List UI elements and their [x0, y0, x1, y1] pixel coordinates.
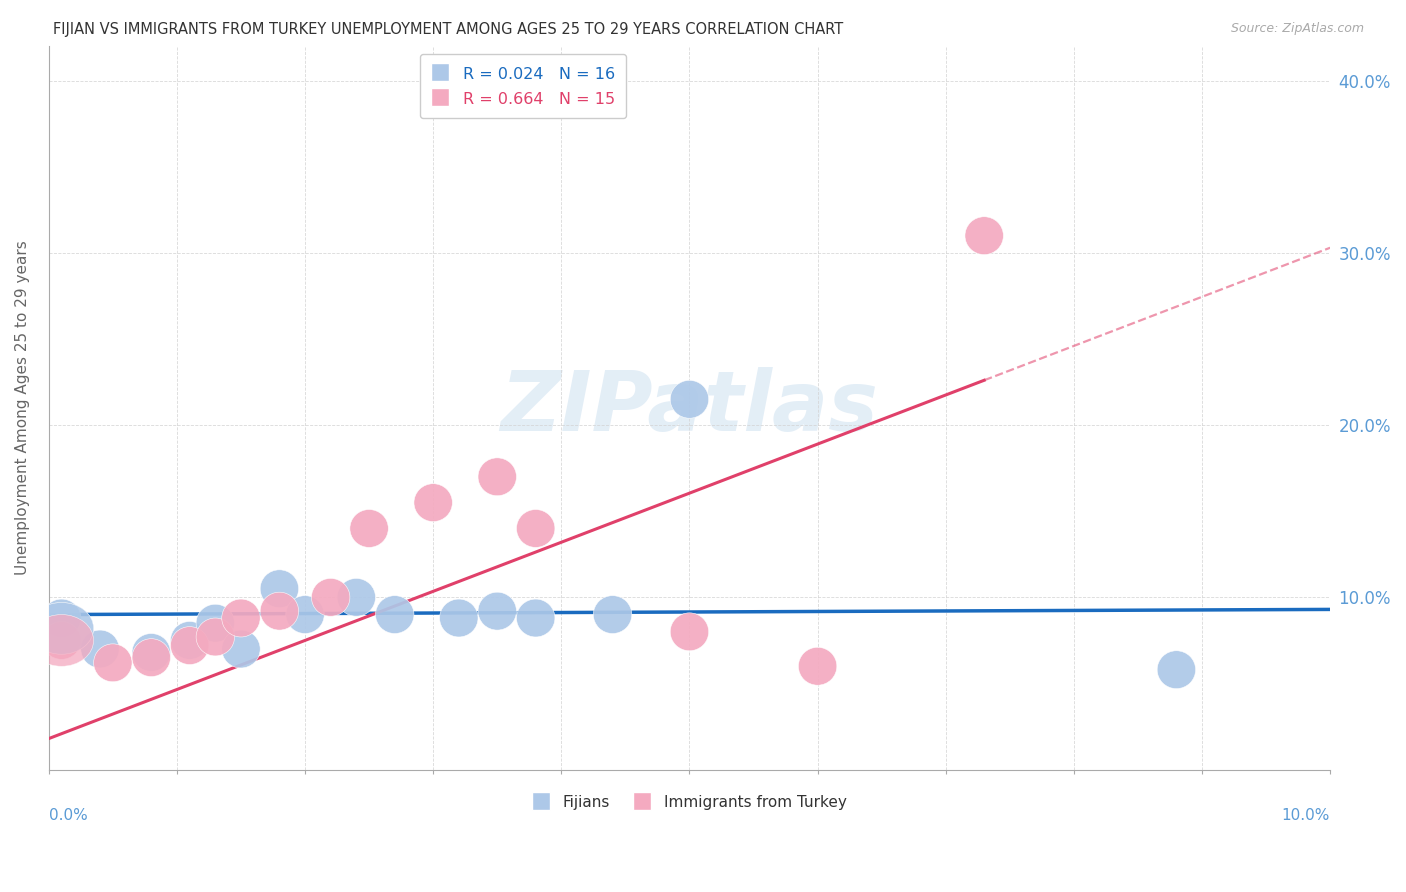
Ellipse shape	[42, 599, 80, 637]
Ellipse shape	[80, 630, 120, 668]
Text: FIJIAN VS IMMIGRANTS FROM TURKEY UNEMPLOYMENT AMONG AGES 25 TO 29 YEARS CORRELAT: FIJIAN VS IMMIGRANTS FROM TURKEY UNEMPLO…	[53, 22, 844, 37]
Legend: Fijians, Immigrants from Turkey: Fijians, Immigrants from Turkey	[526, 788, 852, 816]
Ellipse shape	[440, 599, 478, 637]
Ellipse shape	[285, 596, 325, 633]
Ellipse shape	[337, 578, 375, 616]
Ellipse shape	[42, 622, 80, 659]
Ellipse shape	[671, 380, 709, 418]
Ellipse shape	[260, 592, 298, 630]
Ellipse shape	[799, 648, 837, 685]
Ellipse shape	[222, 599, 260, 637]
Ellipse shape	[132, 639, 170, 677]
Ellipse shape	[593, 596, 631, 633]
Ellipse shape	[30, 602, 94, 654]
Ellipse shape	[170, 627, 209, 665]
Text: 10.0%: 10.0%	[1282, 808, 1330, 823]
Ellipse shape	[222, 630, 260, 668]
Ellipse shape	[195, 618, 235, 656]
Ellipse shape	[94, 644, 132, 681]
Ellipse shape	[30, 615, 94, 666]
Text: Source: ZipAtlas.com: Source: ZipAtlas.com	[1230, 22, 1364, 36]
Ellipse shape	[30, 602, 94, 654]
Ellipse shape	[170, 622, 209, 659]
Ellipse shape	[671, 613, 709, 651]
Ellipse shape	[1157, 651, 1195, 689]
Ellipse shape	[375, 596, 413, 633]
Ellipse shape	[195, 604, 235, 642]
Ellipse shape	[350, 509, 388, 548]
Ellipse shape	[965, 217, 1004, 254]
Ellipse shape	[260, 570, 298, 607]
Ellipse shape	[516, 599, 555, 637]
Ellipse shape	[30, 602, 94, 654]
Ellipse shape	[132, 633, 170, 672]
Ellipse shape	[312, 578, 350, 616]
Text: 0.0%: 0.0%	[49, 808, 87, 823]
Ellipse shape	[413, 483, 453, 522]
Ellipse shape	[478, 592, 516, 630]
Ellipse shape	[478, 458, 516, 496]
Y-axis label: Unemployment Among Ages 25 to 29 years: Unemployment Among Ages 25 to 29 years	[15, 241, 30, 575]
Text: ZIPatlas: ZIPatlas	[501, 368, 879, 449]
Ellipse shape	[30, 615, 94, 666]
Ellipse shape	[516, 509, 555, 548]
